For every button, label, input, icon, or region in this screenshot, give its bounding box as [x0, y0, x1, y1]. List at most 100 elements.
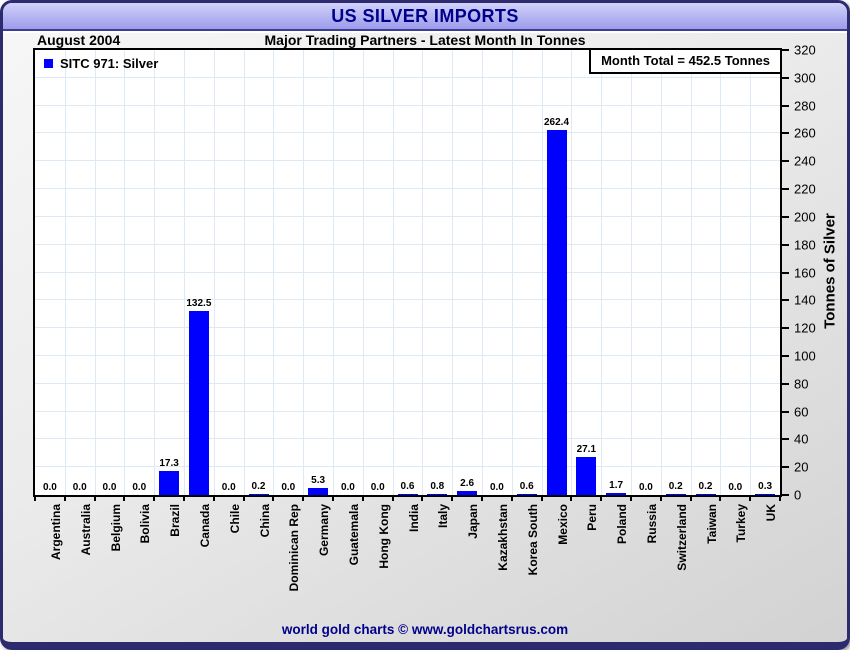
y-tick: [782, 188, 789, 191]
y-tick-label: 80: [794, 376, 809, 392]
gridline: [154, 50, 156, 495]
gridline: [35, 132, 780, 134]
gridline: [35, 188, 780, 190]
bar-value-label: 0.2: [251, 481, 266, 492]
gridline: [660, 50, 662, 495]
chart-subtitle: Major Trading Partners - Latest Month In…: [264, 32, 586, 48]
bar-value-label: 0.8: [430, 481, 445, 492]
bar-value-label: 0.6: [519, 481, 534, 492]
gridline: [35, 243, 780, 245]
x-tick: [153, 497, 156, 501]
bar-value-label: 0.6: [400, 481, 415, 492]
footer-credit-link[interactable]: world gold charts © www.goldchartsrus.co…: [281, 622, 569, 637]
gridline: [511, 50, 513, 495]
bar: [546, 130, 567, 495]
y-tick: [782, 354, 789, 357]
x-tick-label: Bolivia: [138, 504, 153, 544]
x-tick-label: Peru: [585, 504, 600, 531]
bar: [308, 488, 329, 495]
x-tick: [93, 497, 96, 501]
bar: [606, 493, 627, 495]
x-tick-label: Germany: [317, 504, 332, 557]
x-tick-label: Chile: [227, 504, 242, 534]
bar: [248, 494, 269, 495]
y-axis-title: Tonnes of Silver: [821, 213, 839, 329]
x-tick: [481, 497, 483, 501]
y-tick-label: 20: [794, 459, 809, 475]
y-tick: [782, 271, 789, 274]
bar-value-label: 0.0: [489, 482, 504, 493]
bar-value-label: 27.1: [576, 444, 597, 455]
y-tick-label: 180: [794, 237, 816, 253]
y-tick-label: 160: [794, 265, 816, 280]
gridline: [64, 50, 66, 495]
x-tick: [272, 497, 275, 501]
bar-value-label: 0.0: [221, 482, 236, 493]
y-tick: [782, 299, 789, 302]
gridline: [631, 50, 632, 495]
gridline: [35, 382, 780, 384]
gridline: [392, 50, 394, 495]
y-tick: [782, 49, 789, 51]
x-tick-label: Italy: [436, 504, 451, 529]
x-tick: [242, 497, 245, 501]
gridline: [303, 50, 305, 495]
x-tick-label: Poland: [615, 504, 630, 545]
y-tick-label: 60: [794, 404, 809, 420]
gridline: [422, 50, 424, 495]
chart-header: August 2004 Major Trading Partners - Lat…: [3, 32, 847, 48]
bar-value-label: 132.5: [186, 298, 212, 309]
x-tick: [421, 497, 424, 501]
bar-value-label: 1.7: [609, 480, 624, 491]
x-tick-label: Japan: [466, 504, 481, 539]
y-tick-label: 320: [794, 42, 816, 58]
x-tick-label: India: [406, 504, 421, 533]
gridline: [35, 299, 780, 301]
y-tick: [782, 438, 789, 441]
x-tick: [510, 497, 513, 501]
y-tick-label: 40: [794, 431, 809, 447]
gridline: [750, 50, 752, 495]
y-tick-label: 240: [794, 153, 816, 169]
gridline: [35, 76, 780, 78]
x-tick: [451, 497, 454, 501]
bar-value-label: 0.3: [758, 481, 773, 492]
legend-label: SITC 971: Silver: [60, 56, 159, 71]
footer: world gold charts © www.goldchartsrus.co…: [3, 622, 847, 637]
bar-value-label: 2.6: [460, 478, 475, 489]
y-tick: [782, 215, 789, 218]
bar: [188, 311, 209, 495]
x-tick-label: Canada: [197, 504, 212, 548]
y-tick: [782, 494, 789, 496]
y-tick: [782, 466, 789, 469]
x-tick-label: Kazakhstan: [495, 504, 510, 571]
y-tick-label: 260: [794, 125, 816, 141]
period-label: August 2004: [37, 32, 121, 48]
gridline: [35, 271, 780, 273]
bar-value-label: 0.0: [340, 482, 355, 493]
bar-value-label: 0.2: [698, 481, 713, 492]
bar-value-label: 0.0: [132, 482, 147, 493]
x-tick: [212, 497, 215, 501]
plot-canvas: 0.0 0.0 0.0 0.0 17.3 132.5 0.0 0.2 0.0 5.3 0.0 0.0 0…: [35, 50, 780, 495]
gridline: [720, 50, 722, 495]
x-tick: [689, 497, 692, 501]
x-tick: [391, 497, 394, 501]
bar: [695, 494, 716, 495]
x-tick: [540, 497, 543, 501]
gridline: [482, 50, 483, 495]
gridline: [213, 50, 215, 495]
bar-value-label: 0.0: [42, 482, 57, 493]
y-tick: [782, 160, 789, 163]
plot-area: 0.0 0.0 0.0 0.0 17.3 132.5 0.0 0.2 0.0 5.3 0.0 0.0 0…: [33, 48, 782, 497]
bar-value-label: 5.3: [311, 475, 326, 486]
bar: [397, 494, 418, 495]
gridline: [35, 438, 780, 440]
month-total-annotation: Month Total = 452.5 Tonnes: [589, 50, 780, 74]
gridline: [541, 50, 543, 495]
gridline: [124, 50, 126, 495]
x-tick: [63, 497, 66, 501]
page-title: US SILVER IMPORTS: [331, 5, 519, 26]
bar: [427, 494, 448, 495]
